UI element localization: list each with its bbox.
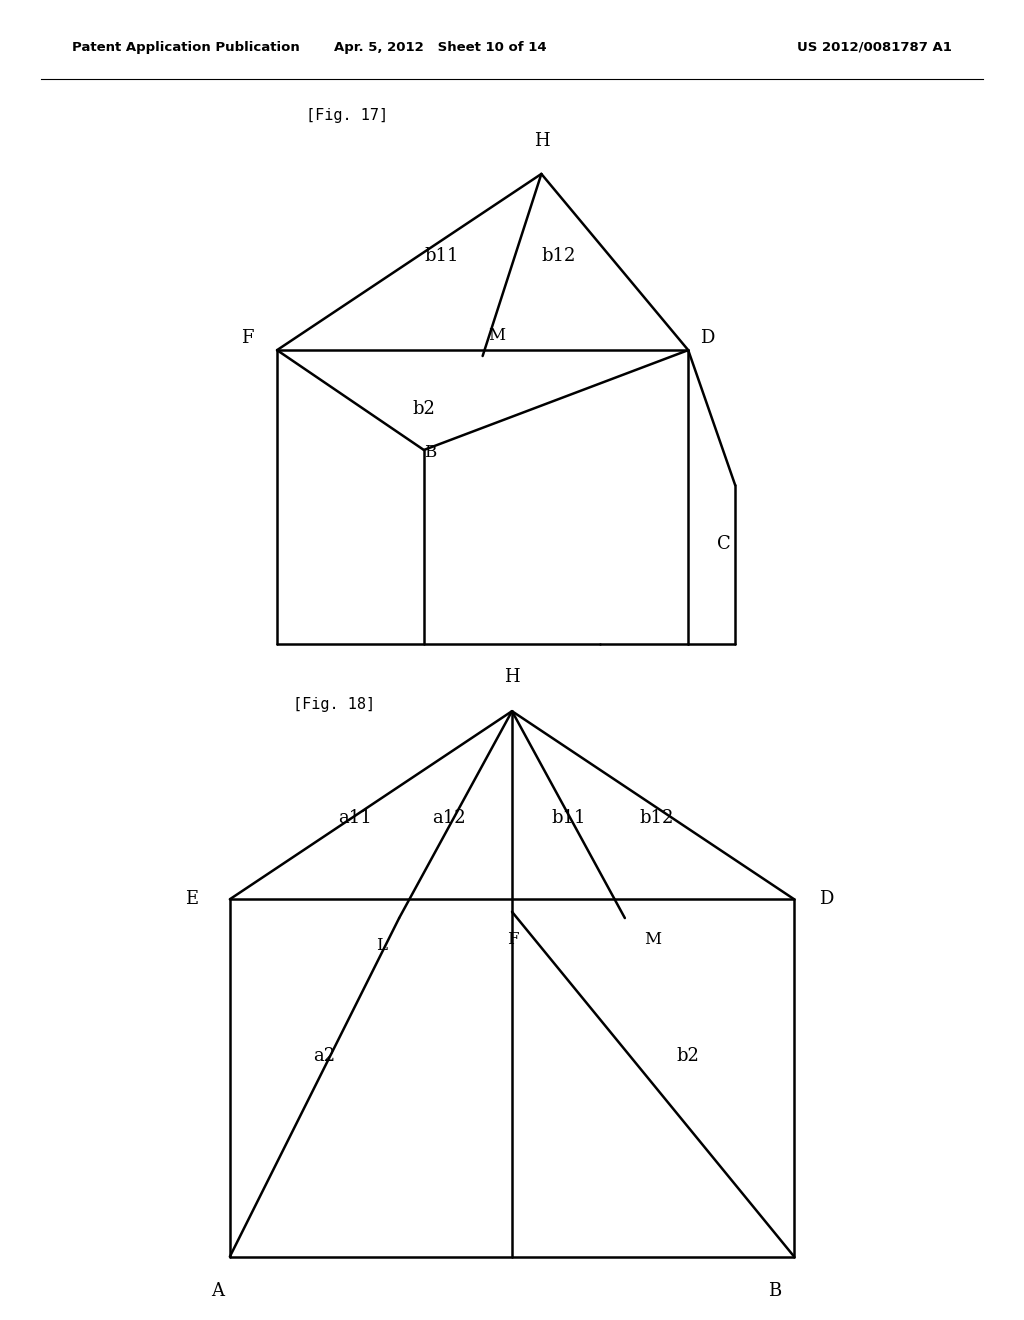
Text: C: C [717,535,730,553]
Text: M: M [644,931,660,948]
Text: US 2012/0081787 A1: US 2012/0081787 A1 [798,41,952,54]
Text: a11: a11 [338,809,372,826]
Text: Apr. 5, 2012   Sheet 10 of 14: Apr. 5, 2012 Sheet 10 of 14 [334,41,547,54]
Text: a12: a12 [432,809,466,826]
Text: b2: b2 [413,400,435,418]
Text: F: F [507,931,518,948]
Text: a2: a2 [313,1047,335,1065]
Text: H: H [504,668,520,686]
Text: H: H [534,132,549,150]
Text: E: E [185,890,199,908]
Text: B: B [424,444,436,461]
Text: b12: b12 [639,809,674,826]
Text: M: M [488,327,506,345]
Text: [Fig. 18]: [Fig. 18] [293,697,375,713]
Text: b12: b12 [542,247,577,265]
Text: b11: b11 [424,247,459,265]
Text: Patent Application Publication: Patent Application Publication [72,41,299,54]
Text: D: D [819,890,834,908]
Text: b2: b2 [676,1047,699,1065]
Text: A: A [211,1282,224,1300]
Text: L: L [376,937,387,954]
Text: B: B [768,1282,781,1300]
Text: [Fig. 17]: [Fig. 17] [306,108,388,123]
Text: F: F [242,330,254,347]
Text: D: D [700,330,715,347]
Text: b11: b11 [551,809,586,826]
